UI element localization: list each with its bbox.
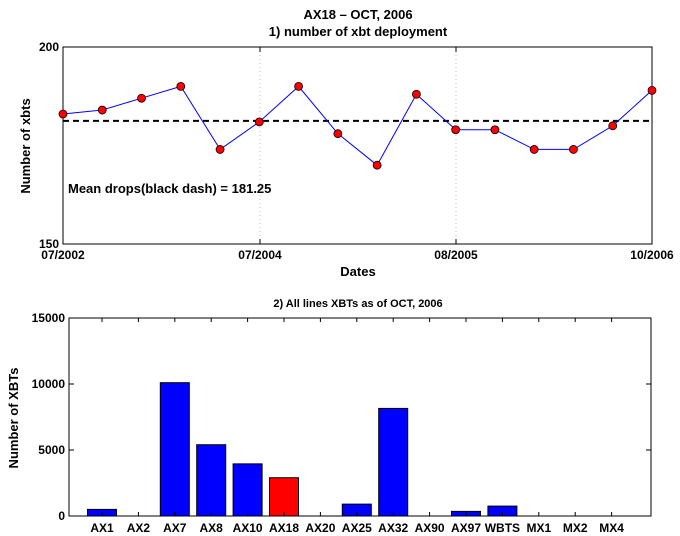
x-tick-label: MX4 — [599, 521, 624, 535]
data-point — [97, 105, 107, 115]
x-tick-label: AX8 — [200, 521, 224, 535]
series-line — [62, 85, 653, 166]
data-point — [176, 82, 186, 91]
bar-chart-plot: 0 5000 10000 15000 AX1 AX2 AX7 AX8 AX10 AX18 AX20 A… — [32, 311, 652, 535]
data-point — [529, 145, 539, 154]
bar-chart-axes — [68, 317, 652, 517]
line-chart-plot: 150 200 07/2002 07/2004 08/2005 10/2006 — [39, 40, 674, 262]
bar — [269, 477, 299, 517]
line-chart-axes — [62, 46, 653, 245]
line-chart-ylabel: Number of xbts — [18, 98, 33, 193]
data-point — [372, 160, 382, 170]
y-tick-label: 15000 — [32, 311, 66, 325]
y-tick-label: 200 — [39, 40, 59, 54]
data-point — [137, 93, 146, 103]
bar — [196, 444, 227, 517]
y-tick-label: 0 — [58, 509, 65, 523]
x-tick-label: WBTS — [485, 521, 520, 535]
x-tick-label: AX25 — [342, 521, 372, 535]
data-point — [647, 85, 657, 95]
x-tick-label: AX32 — [378, 521, 408, 535]
line-chart-xlabel: Dates — [340, 264, 375, 279]
y-tick-label: 5000 — [38, 443, 65, 457]
x-tick-label: 07/2002 — [41, 248, 85, 262]
bar-chart-ylabel: Number of XBTs — [6, 368, 21, 469]
y-tick-label: 150 — [39, 237, 59, 251]
x-tick-label: 10/2006 — [630, 248, 674, 262]
data-point — [608, 121, 618, 131]
data-point — [254, 117, 264, 127]
x-tick-label: AX90 — [415, 521, 445, 535]
data-point — [411, 89, 421, 99]
x-tick-label: AX1 — [90, 521, 114, 535]
x-tick-label: 07/2004 — [238, 248, 282, 262]
bar-chart-title: 2) All lines XBTs as of OCT, 2006 — [273, 298, 442, 310]
line-chart-title: AX18 – OCT, 2006 — [303, 7, 412, 22]
y-tick-label: 10000 — [32, 377, 66, 391]
data-point — [333, 129, 343, 139]
data-point — [490, 125, 500, 135]
data-point — [294, 82, 304, 91]
bar — [378, 407, 409, 517]
bar — [159, 382, 190, 517]
mean-annotation: Mean drops(black dash) = 181.25 — [68, 181, 271, 196]
data-point — [58, 109, 68, 119]
data-point — [569, 145, 578, 154]
x-tick-label: AX97 — [451, 521, 481, 535]
x-tick-label: 08/2005 — [434, 248, 478, 262]
x-tick-label: AX10 — [233, 521, 263, 535]
bar — [232, 463, 263, 517]
data-point — [451, 125, 461, 135]
data-point — [215, 145, 225, 154]
x-tick-label: MX2 — [563, 521, 588, 535]
x-tick-label: AX18 — [269, 521, 299, 535]
line-chart-subtitle: 1) number of xbt deployment — [269, 24, 448, 39]
x-tick-label: AX2 — [127, 521, 151, 535]
x-tick-label: MX1 — [526, 521, 551, 535]
x-tick-label: AX20 — [305, 521, 335, 535]
x-tick-label: AX7 — [163, 521, 187, 535]
